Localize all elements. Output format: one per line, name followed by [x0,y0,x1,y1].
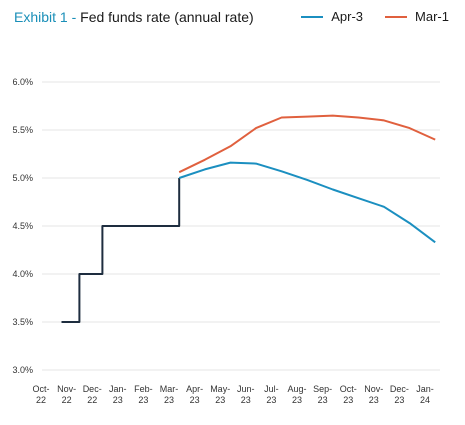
chart-header: Exhibit 1 - Fed funds rate (annual rate)… [14,8,455,30]
x-tick-label-6: Apr-23 [186,384,203,405]
exhibit-label: Exhibit 1 - [14,9,81,25]
series-line-mar1 [178,114,436,174]
x-tick-label-1: Nov-22 [57,384,76,405]
x-tick-label-12: Oct-23 [340,384,357,405]
y-tick-label-4: 5.0% [12,173,33,183]
x-tick-label-4: Feb-23 [134,384,153,405]
series-line-apr3 [178,161,436,244]
y-tick-label-1: 3.5% [12,317,33,327]
series-line-historical [61,178,181,323]
x-tick-label-7: May-23 [210,384,230,405]
x-tick-label-10: Aug-23 [287,384,306,405]
x-tick-label-0: Oct-22 [33,384,50,405]
legend-item-apr3: Apr-3 [301,9,363,24]
y-tick-label-2: 4.0% [12,269,33,279]
chart-title: Exhibit 1 - Fed funds rate (annual rate) [14,9,254,25]
y-tick-label-0: 3.0% [12,365,33,375]
x-tick-label-5: Mar-23 [160,384,179,405]
x-tick-label-13: Nov-23 [364,384,383,405]
x-tick-label-8: Jun-23 [237,384,255,405]
x-tick-label-14: Dec-23 [390,384,409,405]
y-tick-label-5: 5.5% [12,125,33,135]
x-tick-label-3: Jan-23 [109,384,127,405]
x-tick-label-15: Jan-24 [416,384,434,405]
title-text: Fed funds rate (annual rate) [80,9,254,25]
legend-swatch-mar1 [385,15,408,18]
legend-item-mar1: Mar-1 [385,9,449,24]
legend: Apr-3 Mar-1 [279,9,449,24]
y-tick-label-6: 6.0% [12,77,33,87]
x-tick-label-11: Sep-23 [313,384,332,405]
x-tick-label-9: Jul-23 [264,384,279,405]
legend-label-apr3: Apr-3 [331,9,364,24]
legend-swatch-apr3 [301,15,324,18]
y-tick-label-3: 4.5% [12,221,33,231]
legend-label-mar1: Mar-1 [415,9,449,24]
x-tick-label-2: Dec-22 [83,384,102,405]
